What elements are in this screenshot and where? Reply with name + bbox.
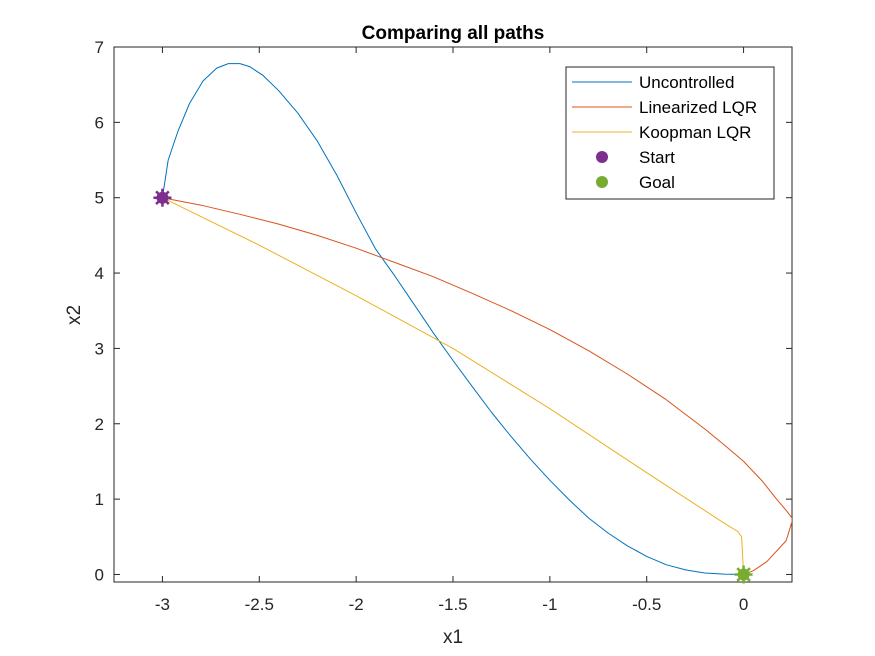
x-tick-label: -1.5 [438, 595, 467, 614]
y-tick-label: 0 [95, 565, 104, 584]
legend-swatch [596, 151, 608, 163]
legend-entry: Uncontrolled [572, 73, 734, 92]
y-tick-label: 7 [95, 38, 104, 57]
x-tick-label: -2.5 [245, 595, 274, 614]
legend-label: Linearized LQR [639, 98, 757, 117]
y-tick-label: 6 [95, 113, 104, 132]
legend-label: Uncontrolled [639, 73, 734, 92]
x-axis-label: x1 [443, 627, 463, 648]
legend-entry: Goal [596, 173, 675, 192]
legend-label: Goal [639, 173, 675, 192]
marker-start [153, 188, 172, 207]
y-tick-label: 3 [95, 339, 104, 358]
legend-label: Koopman LQR [639, 123, 751, 142]
y-tick-label: 5 [95, 189, 104, 208]
series-line-2 [162, 197, 745, 575]
legend: Uncontrolled Linearized LQR Koopman LQR Sta… [565, 66, 775, 200]
x-tick-label: -1 [542, 595, 557, 614]
y-axis-label: x2 [64, 305, 85, 325]
legend-entry: Koopman LQR [572, 123, 751, 142]
legend-swatch [596, 176, 608, 188]
y-tick-label: 2 [95, 415, 104, 434]
marker-points [153, 188, 753, 584]
y-tick-label: 4 [95, 264, 104, 283]
x-tick-label: -3 [155, 595, 170, 614]
y-tick-label: 1 [95, 490, 104, 509]
series-line-0 [161, 63, 744, 575]
marker-goal [734, 565, 753, 584]
series-lines [161, 63, 792, 575]
x-tick-label: -2 [349, 595, 364, 614]
legend-label: Start [639, 148, 675, 167]
x-tick-label: -0.5 [632, 595, 661, 614]
axis-ticks: -3 -2.5 -2 -1.5 -1 -0.5 0 0 1 2 3 4 5 6 7 [95, 38, 792, 614]
chart-title: Comparing all paths [362, 23, 545, 44]
series-line-1 [162, 197, 792, 575]
x-tick-label: 0 [739, 595, 748, 614]
legend-entry: Linearized LQR [572, 98, 757, 117]
legend-entry: Start [596, 148, 675, 167]
